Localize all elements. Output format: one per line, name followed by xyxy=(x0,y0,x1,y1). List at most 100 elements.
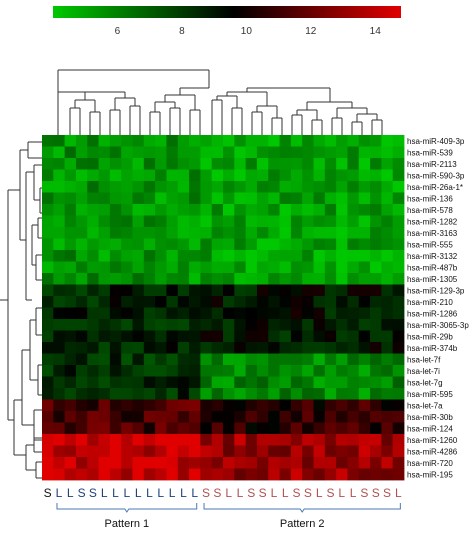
heatmap-cell xyxy=(347,192,360,205)
row-label: hsa-miR-578 xyxy=(407,206,453,215)
heatmap-cell xyxy=(381,330,394,343)
heatmap-cell xyxy=(370,376,382,389)
heatmap-cell xyxy=(392,365,405,377)
heatmap-cell xyxy=(245,250,258,262)
row-label: hsa-miR-555 xyxy=(407,240,453,249)
heatmap-cell xyxy=(132,307,145,320)
heatmap-cell xyxy=(313,399,326,412)
heatmap-cell xyxy=(370,330,382,343)
heatmap-cell xyxy=(358,146,371,159)
heatmap-cell xyxy=(392,376,405,389)
heatmap-cell xyxy=(245,411,258,423)
heatmap-cell xyxy=(268,181,280,193)
heatmap-cell xyxy=(53,238,66,251)
heatmap-cell xyxy=(256,215,269,228)
heatmap-cell xyxy=(211,238,224,251)
heatmap-cell xyxy=(279,468,292,481)
heatmap-cell xyxy=(109,250,122,262)
heatmap-cell xyxy=(392,353,405,366)
heatmap-cell xyxy=(132,181,145,193)
heatmap-cell xyxy=(358,296,371,308)
heatmap-cell xyxy=(200,434,213,446)
column-label: L xyxy=(112,486,119,500)
column-label: L xyxy=(101,486,108,500)
heatmap-cell xyxy=(211,319,224,331)
row-label: hsa-miR-210 xyxy=(407,298,453,307)
heatmap-cell xyxy=(121,158,133,170)
heatmap-cell xyxy=(87,376,99,389)
heatmap-cell xyxy=(132,468,145,481)
heatmap-cell xyxy=(155,365,167,377)
heatmap-cell xyxy=(87,434,99,446)
heatmap-cell xyxy=(370,250,382,262)
heatmap-cell xyxy=(290,342,303,354)
heatmap-cell xyxy=(200,261,213,274)
heatmap-cell xyxy=(347,158,360,170)
heatmap-cell xyxy=(336,192,348,205)
heatmap-cell xyxy=(64,215,77,228)
heatmap-cell xyxy=(324,388,337,400)
heatmap-cell xyxy=(336,445,348,458)
heatmap-cell xyxy=(64,457,77,469)
heatmap-cell xyxy=(42,457,54,469)
heatmap-cell xyxy=(211,411,224,423)
heatmap-cell xyxy=(324,434,337,446)
heatmap-cell xyxy=(109,342,122,354)
heatmap-cell xyxy=(109,445,122,458)
heatmap-cell xyxy=(189,192,201,205)
heatmap-cell xyxy=(200,169,213,182)
column-label: L xyxy=(271,486,278,500)
heatmap-cell xyxy=(200,422,213,435)
heatmap-cell xyxy=(245,457,258,469)
heatmap-cell xyxy=(64,273,77,285)
heatmap-cell xyxy=(121,250,133,262)
heatmap-cell xyxy=(347,146,360,159)
heatmap-cell xyxy=(98,192,111,205)
heatmap-cell xyxy=(234,192,247,205)
heatmap-cell xyxy=(256,284,269,297)
heatmap-cell xyxy=(121,215,133,228)
heatmap-cell xyxy=(87,238,99,251)
heatmap-cell xyxy=(155,158,167,170)
heatmap-cell xyxy=(64,388,77,400)
heatmap-cell xyxy=(211,158,224,170)
heatmap-cell xyxy=(211,261,224,274)
heatmap-cell xyxy=(268,307,280,320)
heatmap-cell xyxy=(245,319,258,331)
heatmap-cell xyxy=(53,273,66,285)
heatmap-cell xyxy=(211,376,224,389)
heatmap-cell xyxy=(211,365,224,377)
heatmap-cell xyxy=(234,445,247,458)
heatmap-cell xyxy=(245,227,258,239)
heatmap-cell xyxy=(211,399,224,412)
heatmap-cell xyxy=(290,146,303,159)
heatmap-cell xyxy=(223,181,235,193)
heatmap-cell xyxy=(75,422,88,435)
heatmap-cell xyxy=(64,204,77,216)
heatmap-cell xyxy=(64,250,77,262)
heatmap-cell xyxy=(121,307,133,320)
heatmap-cell xyxy=(155,215,167,228)
heatmap-cell xyxy=(268,422,280,435)
column-label: S xyxy=(326,486,334,500)
heatmap-cell xyxy=(98,399,111,412)
heatmap-cell xyxy=(98,445,111,458)
heatmap-cell xyxy=(313,365,326,377)
heatmap-cell xyxy=(166,146,179,159)
heatmap-cell xyxy=(155,330,167,343)
heatmap-cell xyxy=(370,388,382,400)
heatmap-cell xyxy=(313,227,326,239)
heatmap-cell xyxy=(358,284,371,297)
heatmap-cell xyxy=(256,227,269,239)
heatmap-cell xyxy=(166,261,179,274)
heatmap-cell xyxy=(256,330,269,343)
heatmap-cell xyxy=(347,169,360,182)
heatmap-cell xyxy=(392,399,405,412)
heatmap-cell xyxy=(53,181,66,193)
heatmap-cell xyxy=(155,135,167,147)
heatmap-cell xyxy=(381,376,394,389)
heatmap-cell xyxy=(121,399,133,412)
heatmap-cell xyxy=(189,227,201,239)
heatmap-cell xyxy=(53,445,66,458)
heatmap-cell xyxy=(109,169,122,182)
